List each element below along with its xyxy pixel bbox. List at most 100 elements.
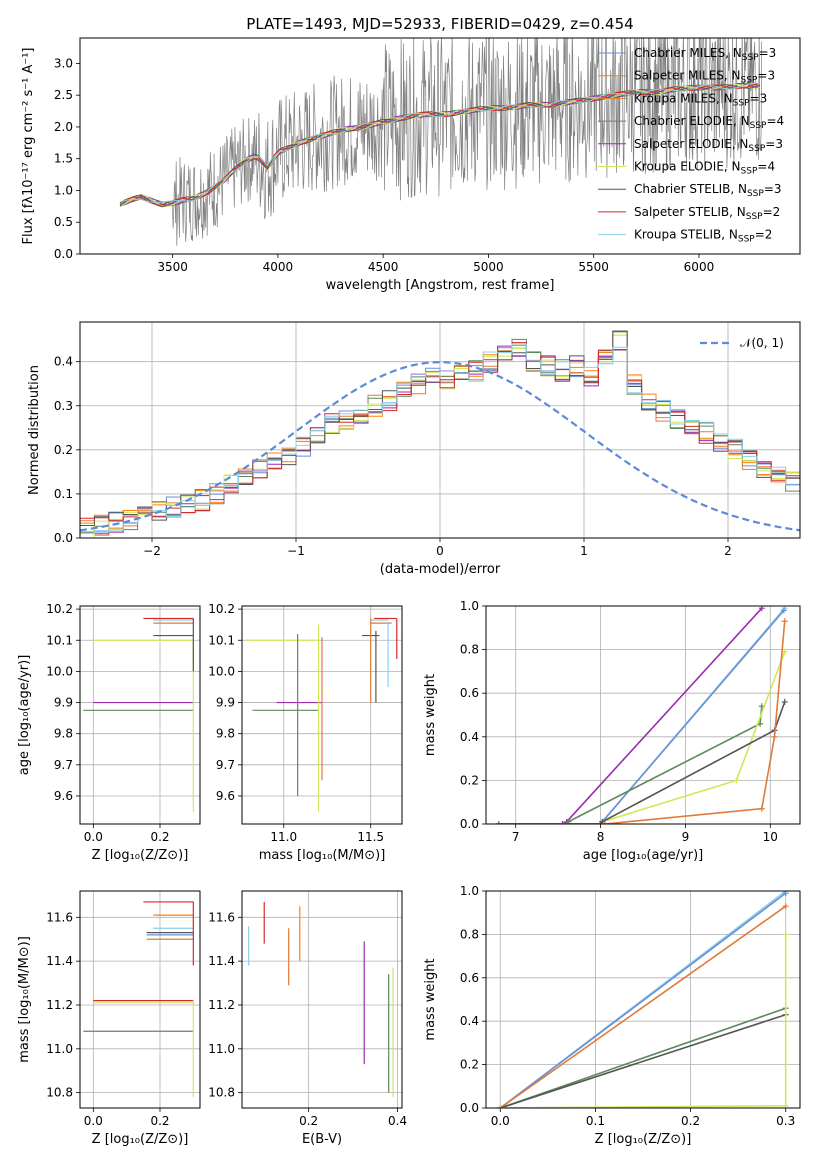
mass-weight-line (498, 621, 786, 824)
mass-weight-line (500, 1013, 786, 1108)
x-tick-label: 0 (436, 544, 444, 558)
y-tick-label: 9.9 (54, 696, 73, 710)
y-tick-label: 0.4 (54, 355, 73, 369)
y-tick-label: 0.0 (54, 247, 73, 261)
x-axis-label: E(B-V) (302, 1132, 342, 1147)
y-tick-label: 9.6 (54, 789, 73, 803)
y-tick-label: 0.1 (54, 487, 73, 501)
mass-weight-line (498, 607, 763, 824)
y-axis-label: Normed distribution (27, 365, 42, 495)
legend-label: Kroupa STELIB, NSSP=2 (634, 228, 772, 245)
x-axis-label: mass [log₁₀(M/M⊙)] (259, 848, 386, 863)
y-tick-label: 10.2 (46, 602, 73, 616)
chart-panel-6: 0.0 0.2 10.8 11.0 11.2 11.4 11.6 Z [log₁₀(Z/Z⊙)… (17, 890, 201, 1147)
figure-title: PLATE=1493, MJD=52933, FIBERID=0429, z=0… (246, 15, 633, 33)
y-tick-label: 9.6 (216, 789, 235, 803)
axes-frame (241, 890, 403, 1109)
mass-weight-line (498, 651, 786, 824)
y-tick-label: 1.5 (54, 152, 73, 166)
mass-weight-line (498, 607, 786, 824)
x-tick-label: 6000 (684, 260, 715, 274)
mass-weight-line (499, 892, 787, 1108)
x-tick-label: 7 (512, 830, 520, 844)
x-tick-label: 0.1 (586, 1114, 605, 1128)
chart-panel-4: 11.0 11.5 9.6 9.7 9.8 9.9 10.0 10.1 10.2 mass [lo… (208, 602, 403, 863)
plot-area (80, 891, 200, 1108)
y-tick-label: 9.7 (54, 758, 73, 772)
legend-label: Kroupa ELODIE, NSSP=4 (634, 160, 775, 177)
plot-area (486, 606, 800, 824)
y-tick-label: 10.8 (208, 1086, 235, 1100)
axes-frame (485, 890, 801, 1109)
y-axis-label: Flux [fλ10⁻¹⁷ erg cm⁻² s⁻¹ A⁻¹] (21, 48, 36, 245)
data-point (497, 1105, 504, 1108)
x-tick-label: 5500 (578, 260, 609, 274)
chart-panel-1: 3500 4000 4500 5000 5500 6000 0.0 0.5 1.0 1.5 2.0 2… (21, 37, 801, 293)
chart-panel-7: 0.2 0.4 10.8 11.0 11.2 11.4 11.6 E(B-V) (208, 890, 407, 1147)
x-tick-label: 5000 (473, 260, 504, 274)
y-axis-label: mass weight (423, 674, 438, 756)
axes-frame (485, 605, 801, 825)
x-tick-label: 0.4 (388, 1114, 407, 1128)
y-tick-label: 2.0 (54, 120, 73, 134)
y-tick-label: 0.2 (460, 1058, 479, 1072)
y-tick-label: 11.0 (46, 1042, 73, 1056)
x-axis-label: Z [log₁₀(Z/Z⊙)] (92, 848, 189, 863)
y-tick-label: 11.4 (46, 954, 73, 968)
mass-weight-line (499, 905, 787, 1108)
legend-label: Salpeter ELODIE, NSSP=3 (634, 137, 783, 154)
x-tick-label: 0.2 (299, 1114, 318, 1128)
y-tick-label: 0.2 (460, 773, 479, 787)
y-tick-label: 9.8 (54, 727, 73, 741)
chart-panel-5: 7 8 9 10 0.0 0.2 0.4 0.6 0.8 1.0 age [log₁₀(age/yr… (423, 599, 801, 863)
model-line (119, 82, 761, 204)
data-spectrum (119, 38, 763, 246)
mass-weight-line (498, 609, 785, 824)
chart-panel-8: 0.0 0.1 0.2 0.3 0.0 0.2 0.4 0.6 0.8 1.0 Z [log₁₀(Z… (423, 884, 801, 1147)
mass-weight-line (500, 1007, 786, 1108)
histogram-step (80, 342, 800, 521)
chart-panel-2: −2 −1 0 1 2 0.0 0.1 0.2 0.3 0.4 (data-model)/error… (27, 321, 801, 577)
y-tick-label: 2.5 (54, 88, 73, 102)
axes-frame (79, 37, 801, 255)
plot-area (119, 38, 763, 246)
x-tick-label: 0.0 (84, 1114, 103, 1128)
x-tick-label: 3500 (157, 260, 188, 274)
y-tick-label: 0.2 (54, 443, 73, 457)
plot-area (486, 891, 800, 1108)
y-tick-label: 0.6 (460, 686, 479, 700)
x-tick-label: 0.2 (150, 1114, 169, 1128)
x-tick-label: 2 (724, 544, 732, 558)
data-point (495, 821, 502, 824)
mass-weight-line (498, 701, 786, 824)
y-tick-label: 9.7 (216, 758, 235, 772)
y-tick-label: 3.0 (54, 56, 73, 70)
y-tick-label: 0.8 (460, 927, 479, 941)
x-tick-label: 0.3 (776, 1114, 795, 1128)
x-tick-label: 11.5 (357, 830, 384, 844)
y-tick-label: 9.8 (216, 727, 235, 741)
legend-label: Salpeter MILES, NSSP=3 (634, 69, 775, 86)
data-point (758, 805, 765, 812)
chart-panel-3: 0.0 0.2 9.6 9.7 9.8 9.9 10.0 10.1 10.2 Z [log₁₀(Z… (17, 602, 201, 863)
x-tick-label: 8 (597, 830, 605, 844)
data-point (771, 733, 778, 740)
plot-area (242, 606, 402, 824)
x-tick-label: 4500 (368, 260, 399, 274)
y-tick-label: 10.1 (46, 633, 73, 647)
histogram-step (80, 343, 800, 533)
y-tick-label: 0.0 (54, 531, 73, 545)
x-tick-label: 0.2 (150, 830, 169, 844)
y-tick-label: 0.0 (460, 1101, 479, 1115)
y-tick-label: 0.4 (460, 1014, 479, 1028)
data-point (782, 931, 789, 938)
data-point (780, 607, 787, 614)
y-axis-label: mass [log₁₀(M/M⊙)] (17, 936, 32, 1063)
y-tick-label: 11.6 (208, 910, 235, 924)
axes-frame (79, 321, 801, 539)
data-point (601, 821, 608, 824)
legend-label: Chabrier MILES, NSSP=3 (634, 46, 776, 63)
plot-area (242, 891, 402, 1108)
y-tick-label: 10.2 (208, 602, 235, 616)
